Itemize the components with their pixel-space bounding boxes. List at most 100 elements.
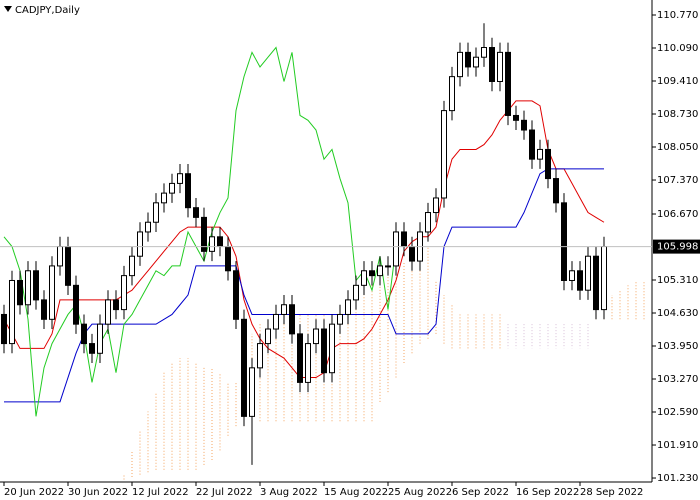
candle-body <box>305 343 311 383</box>
candle-body <box>353 284 359 301</box>
y-tick-label: 107.370 <box>657 175 698 186</box>
x-tick-label: 15 Aug 2022 <box>324 487 388 498</box>
y-tick-label: 103.950 <box>657 341 698 352</box>
x-tick-label: 6 Sep 2022 <box>452 487 509 498</box>
candle-body <box>257 343 263 369</box>
candle-body <box>553 178 559 204</box>
y-tick-label: 109.410 <box>657 76 698 87</box>
candle-body <box>41 299 47 320</box>
x-tick-label: 28 Sep 2022 <box>580 487 643 498</box>
candle-body <box>409 246 415 262</box>
indicator-line <box>3 100 605 379</box>
candle-body <box>217 236 223 248</box>
candle-body <box>505 51 511 116</box>
candle-body <box>289 304 295 335</box>
candle-body <box>425 212 431 233</box>
candle-body <box>545 148 551 180</box>
candle-body <box>89 343 95 354</box>
candle-body <box>337 313 343 325</box>
candle-body <box>265 328 271 345</box>
candle-body <box>121 275 127 311</box>
candle-body <box>449 76 455 112</box>
candle-body <box>161 192 167 204</box>
y-tick-label: 101.910 <box>657 440 698 451</box>
candle-body <box>345 299 351 315</box>
x-tick-label: 12 Jul 2022 <box>132 487 189 498</box>
candle-body <box>65 246 71 286</box>
y-tick-label: 104.630 <box>657 308 698 319</box>
y-tick-label: 108.050 <box>657 142 698 153</box>
title-arrow <box>4 6 12 12</box>
candle-body <box>209 236 215 252</box>
candle-body <box>281 304 287 315</box>
last-price-box <box>653 239 700 254</box>
candle-body <box>241 318 247 417</box>
candle-body <box>593 255 599 311</box>
candle-body <box>385 265 391 268</box>
indicator-line <box>3 46 397 417</box>
candle-body <box>97 323 103 354</box>
candle-body <box>105 299 111 325</box>
x-tick-label: 16 Sep 2022 <box>516 487 579 498</box>
candle-body <box>137 231 143 257</box>
candle-body <box>489 47 495 82</box>
y-tick-label: 106.670 <box>657 209 698 220</box>
candle-body <box>73 284 79 325</box>
y-tick-label: 101.230 <box>657 473 698 484</box>
lines-layer <box>3 46 605 417</box>
candle-body <box>297 333 303 383</box>
candle-body <box>49 265 55 320</box>
candles-layer <box>1 23 607 465</box>
candle-body <box>433 197 439 214</box>
candle-body <box>177 173 183 184</box>
chart-title: CADJPY,Daily <box>15 5 80 16</box>
candle-body <box>249 367 255 417</box>
candle-body <box>601 246 607 311</box>
candle-body <box>529 129 535 160</box>
candle-body <box>57 246 63 267</box>
candle-body <box>537 148 543 160</box>
candle-body <box>201 216 207 252</box>
x-tick-label: 30 Jun 2022 <box>68 487 128 498</box>
x-tick-label: 22 Jul 2022 <box>196 487 253 498</box>
y-tick-label: 103.270 <box>657 374 698 385</box>
candle-body <box>465 51 471 68</box>
candle-body <box>497 51 503 82</box>
x-tick-label: 20 Jun 2022 <box>4 487 64 498</box>
candle-body <box>17 279 23 306</box>
candle-body <box>401 231 407 248</box>
y-tick-label: 108.730 <box>657 109 698 120</box>
indicator-line <box>4 168 604 403</box>
candle-body <box>273 313 279 330</box>
candle-body <box>481 47 487 58</box>
candle-body <box>233 270 239 320</box>
candle-body <box>329 323 335 374</box>
candle-body <box>377 265 383 277</box>
candle-body <box>145 221 151 233</box>
candle-body <box>361 270 367 286</box>
candle-body <box>25 270 31 306</box>
candle-body <box>321 328 327 374</box>
candle-body <box>81 323 87 345</box>
candle-body <box>441 110 447 199</box>
candle-body <box>33 270 39 301</box>
candle-body <box>1 313 7 345</box>
candle-body <box>513 114 519 121</box>
candle-body <box>153 202 159 223</box>
x-tick-label: 3 Aug 2022 <box>260 487 318 498</box>
candle-body <box>561 202 567 281</box>
x-tick-label: 25 Aug 2022 <box>388 487 452 498</box>
y-tick-label: 110.090 <box>657 43 698 54</box>
candle-body <box>313 328 319 345</box>
candle-body <box>369 270 375 277</box>
y-tick-label: 110.770 <box>657 10 698 21</box>
candle-body <box>457 51 463 78</box>
candle-body <box>473 56 479 68</box>
candle-body <box>129 255 135 277</box>
candle-body <box>393 231 399 267</box>
candle-body <box>577 270 583 291</box>
candle-body <box>193 207 199 218</box>
